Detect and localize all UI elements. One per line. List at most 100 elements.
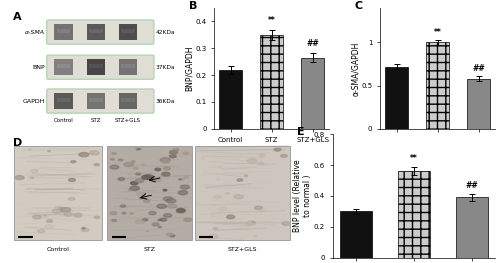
Text: **: ** — [268, 16, 276, 25]
Circle shape — [173, 149, 179, 151]
Circle shape — [184, 176, 188, 178]
Circle shape — [170, 155, 176, 158]
Bar — [121, 64, 135, 68]
Circle shape — [247, 159, 257, 163]
Circle shape — [132, 161, 135, 162]
Circle shape — [226, 193, 230, 194]
Circle shape — [112, 153, 116, 155]
Text: 36KDa: 36KDa — [156, 99, 175, 104]
Circle shape — [136, 179, 143, 183]
Bar — [398, 171, 430, 258]
Circle shape — [252, 221, 255, 223]
Bar — [54, 93, 73, 109]
Text: BNP: BNP — [32, 65, 45, 70]
Bar — [86, 59, 105, 75]
Circle shape — [282, 222, 290, 225]
Text: Control: Control — [46, 247, 70, 252]
Circle shape — [160, 158, 170, 162]
Circle shape — [218, 166, 222, 168]
Circle shape — [60, 208, 70, 212]
Circle shape — [162, 172, 170, 176]
Circle shape — [144, 200, 150, 203]
Circle shape — [15, 176, 24, 180]
Circle shape — [79, 153, 89, 157]
Circle shape — [110, 159, 114, 160]
Circle shape — [64, 213, 72, 216]
Circle shape — [176, 209, 186, 213]
Circle shape — [160, 218, 166, 221]
Bar — [220, 70, 242, 129]
Circle shape — [218, 207, 226, 211]
Circle shape — [254, 236, 257, 237]
Circle shape — [163, 197, 172, 201]
Y-axis label: BNP level (Relative
to normal ): BNP level (Relative to normal ) — [293, 160, 312, 232]
Circle shape — [166, 199, 176, 203]
Circle shape — [166, 233, 172, 236]
Circle shape — [180, 178, 185, 180]
Bar — [86, 93, 105, 109]
Circle shape — [71, 160, 76, 163]
Circle shape — [144, 175, 154, 179]
Circle shape — [55, 206, 60, 209]
Circle shape — [214, 196, 221, 199]
Circle shape — [164, 167, 170, 170]
Circle shape — [122, 212, 126, 214]
Text: Control: Control — [54, 118, 74, 123]
Bar — [14, 146, 102, 240]
Circle shape — [146, 231, 148, 232]
Text: STZ+GLS: STZ+GLS — [228, 247, 257, 252]
Bar — [56, 98, 70, 102]
Circle shape — [118, 159, 123, 161]
Circle shape — [136, 173, 140, 175]
Circle shape — [137, 192, 145, 196]
Circle shape — [216, 179, 220, 180]
Bar — [89, 29, 102, 33]
Circle shape — [44, 215, 46, 216]
Circle shape — [140, 198, 142, 199]
Circle shape — [68, 198, 75, 200]
Bar — [121, 98, 135, 102]
Circle shape — [112, 219, 116, 221]
Circle shape — [178, 179, 182, 180]
Circle shape — [170, 150, 177, 154]
Circle shape — [213, 227, 218, 230]
Circle shape — [47, 220, 52, 222]
Text: ##: ## — [306, 39, 319, 48]
Circle shape — [170, 235, 175, 237]
Circle shape — [138, 149, 140, 150]
Bar — [56, 64, 70, 68]
Bar — [89, 98, 102, 102]
Circle shape — [130, 186, 140, 190]
Bar — [468, 79, 490, 129]
Circle shape — [162, 160, 170, 163]
Circle shape — [128, 189, 131, 190]
Text: STZ+GLS: STZ+GLS — [115, 118, 141, 123]
Bar — [121, 29, 135, 33]
FancyBboxPatch shape — [47, 20, 154, 44]
Bar — [340, 211, 372, 258]
Bar — [108, 146, 192, 240]
Text: STZ: STZ — [144, 247, 156, 252]
Circle shape — [184, 218, 192, 221]
Circle shape — [48, 150, 50, 151]
Text: 37KDa: 37KDa — [156, 65, 175, 70]
Text: A: A — [13, 12, 22, 22]
Circle shape — [274, 148, 281, 151]
Bar — [54, 24, 73, 40]
Circle shape — [158, 226, 162, 228]
Circle shape — [280, 154, 287, 157]
Text: E: E — [297, 127, 304, 137]
Bar — [54, 59, 73, 75]
Circle shape — [28, 149, 31, 150]
Circle shape — [226, 215, 234, 219]
Text: **: ** — [434, 28, 442, 37]
Circle shape — [38, 230, 44, 233]
Circle shape — [245, 223, 252, 226]
Circle shape — [155, 168, 160, 171]
Circle shape — [237, 179, 242, 181]
Circle shape — [168, 204, 177, 208]
Circle shape — [152, 223, 159, 226]
Bar — [260, 35, 283, 129]
Circle shape — [164, 214, 172, 217]
Circle shape — [254, 206, 262, 210]
